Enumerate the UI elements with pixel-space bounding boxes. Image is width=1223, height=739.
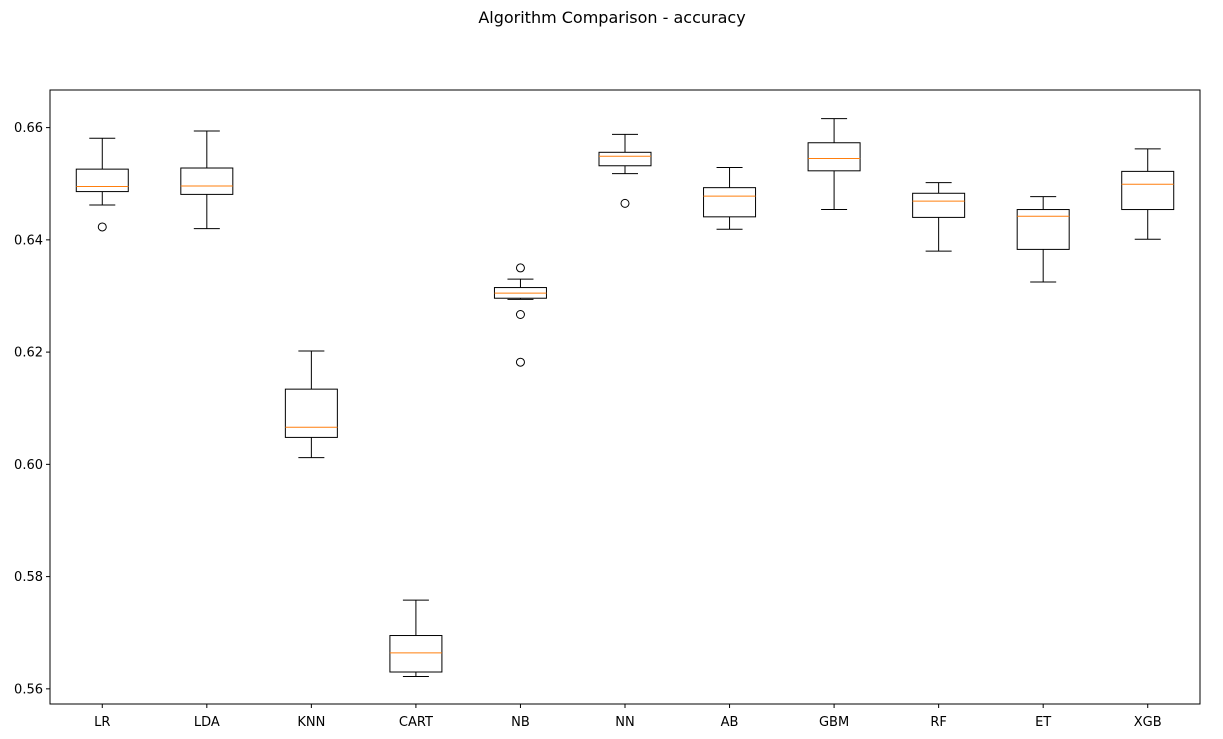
iqr-box (912, 192, 966, 218)
iqr-box (807, 142, 861, 172)
box-et (1016, 196, 1070, 283)
iqr-box (703, 187, 757, 218)
x-tick-label: LR (94, 715, 110, 730)
y-tick-label: 0.66 (14, 121, 43, 136)
iqr-box (75, 168, 129, 193)
box-gbm (807, 118, 861, 211)
outlier-point (515, 263, 525, 273)
box-cart (389, 599, 443, 677)
y-tick-label: 0.56 (14, 682, 43, 697)
x-tick-label: RF (930, 715, 947, 730)
outlier-point (515, 357, 525, 367)
y-tick-label: 0.62 (14, 346, 43, 361)
y-axis: 0.56 0.58 0.60 0.62 0.64 0.66 (14, 121, 50, 697)
x-tick-label: LDA (194, 715, 220, 730)
box-knn (284, 350, 338, 459)
x-tick-label: GBM (819, 715, 849, 730)
iqr-box (1121, 170, 1175, 211)
x-axis: LR LDA KNN CART NB NN AB GBM RF ET XGB (94, 704, 1162, 730)
outlier-point (515, 309, 525, 319)
box-nb (493, 263, 547, 367)
x-tick-label: XGB (1134, 715, 1162, 730)
iqr-box (284, 388, 338, 438)
outlier-point (97, 222, 107, 232)
y-tick-label: 0.64 (14, 233, 43, 248)
iqr-box (180, 167, 234, 195)
iqr-box (1016, 209, 1070, 250)
chart-title: Algorithm Comparison - accuracy (478, 8, 745, 27)
y-tick-label: 0.58 (14, 570, 43, 585)
x-tick-label: KNN (297, 715, 325, 730)
x-tick-label: NN (615, 715, 634, 730)
x-tick-label: AB (721, 715, 739, 730)
x-tick-label: NB (511, 715, 530, 730)
plot-area (50, 90, 1200, 704)
box-ab (703, 166, 757, 230)
y-tick-label: 0.60 (14, 458, 43, 473)
iqr-box (598, 151, 652, 167)
outlier-point (620, 198, 630, 208)
iqr-box (389, 635, 443, 673)
box-xgb (1121, 148, 1175, 240)
box-lda (180, 130, 234, 230)
boxes-layer (75, 118, 1175, 677)
box-lr (75, 137, 129, 232)
box-rf (912, 182, 966, 252)
plot-frame (49, 89, 1201, 705)
box-nn (598, 133, 652, 208)
x-tick-label: CART (399, 715, 433, 730)
x-tick-label: ET (1035, 715, 1051, 730)
